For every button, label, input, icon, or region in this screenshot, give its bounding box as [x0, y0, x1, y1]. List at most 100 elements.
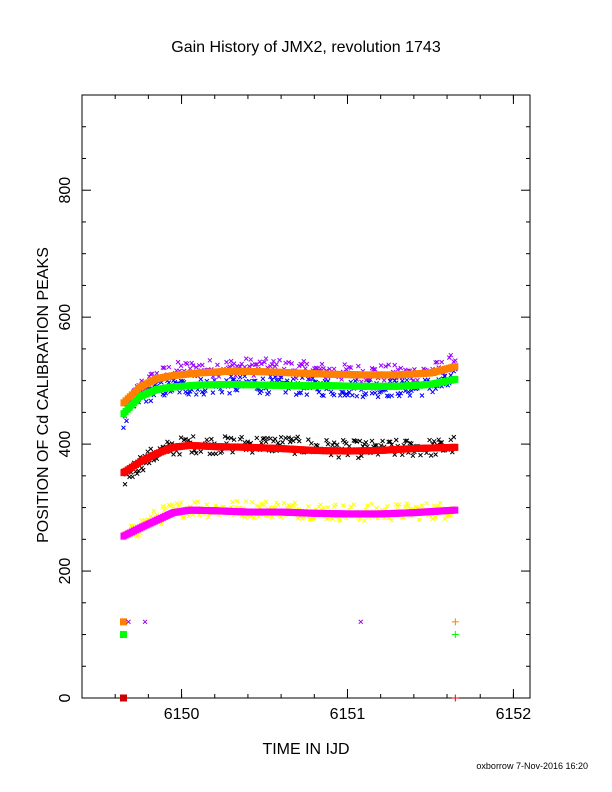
scatter-point-0 [289, 361, 295, 366]
scatter-point-0 [259, 361, 264, 367]
scatter-point-1 [177, 389, 182, 395]
scatter-point-0 [286, 359, 292, 365]
scatter-point-1 [121, 425, 126, 431]
scatter-point-2 [439, 440, 445, 445]
scatter-point-3 [263, 499, 269, 505]
scatter-point-3 [205, 514, 211, 520]
scatter-point-2 [177, 452, 182, 457]
scatter-point-3 [406, 503, 411, 508]
scatter-point-3 [243, 499, 249, 504]
scatter-point-2 [165, 439, 170, 445]
scatter-point-1 [352, 378, 358, 384]
scatter-point-0 [252, 362, 258, 367]
y-axis-label: POSITION OF Cd CALIBRATION PEAKS [35, 247, 52, 543]
scatter-point-2 [296, 438, 302, 444]
scatter-point-3 [234, 498, 240, 504]
scatter-point-0 [246, 364, 252, 369]
scatter-point-0 [386, 362, 392, 368]
scatter-point-2 [374, 442, 379, 448]
chart-title: Gain History of JMX2, revolution 1743 [171, 39, 441, 56]
scatter-point-0 [269, 362, 275, 367]
scatter-point-0 [372, 367, 378, 372]
scatter-point-3 [181, 515, 187, 520]
scatter-point-1 [202, 388, 208, 393]
scatter-point-1 [305, 376, 311, 382]
scatter-point-3 [292, 500, 298, 506]
scatter-point-0 [149, 371, 155, 377]
marker-x-9 [142, 619, 148, 625]
scatter-point-3 [230, 499, 235, 505]
scatter-point-2 [399, 452, 405, 458]
y-tick-label-600: 600 [57, 304, 74, 331]
plot-frame [81, 94, 531, 699]
scatter-point-1 [304, 392, 310, 397]
scatter-point-0 [215, 362, 220, 368]
scatter-point-2 [263, 439, 269, 445]
marker-x-9 [126, 619, 131, 625]
scatter-point-3 [433, 514, 438, 520]
scatter-point-3 [419, 503, 425, 509]
scatter-point-1 [124, 418, 129, 424]
scatter-point-2 [186, 437, 191, 443]
scatter-point-2 [351, 438, 357, 443]
scatter-point-3 [351, 502, 357, 507]
scatter-point-0 [160, 365, 166, 370]
marker-x-9 [358, 619, 364, 625]
scatter-point-0 [327, 366, 332, 372]
scatter-point-0 [433, 360, 438, 365]
scatter-point-2 [418, 452, 423, 458]
scatter-point-3 [287, 503, 293, 509]
y-tick-label-200: 200 [57, 558, 74, 585]
scatter-point-2 [249, 450, 255, 455]
scatter-point-0 [262, 359, 267, 365]
scatter-point-2 [380, 438, 385, 444]
scatter-point-2 [134, 471, 140, 477]
scatter-point-0 [184, 361, 190, 367]
scatter-point-1 [392, 378, 398, 383]
scatter-point-0 [371, 366, 376, 372]
scatter-point-0 [304, 361, 310, 367]
scatter-point-1 [237, 374, 243, 380]
scatter-point-3 [333, 502, 338, 507]
scatter-point-0 [448, 352, 454, 358]
scatter-point-3 [321, 505, 326, 511]
x-axis-label: TIME IN IJD [262, 741, 349, 758]
scatter-point-1 [283, 390, 288, 395]
scatter-point-3 [362, 518, 367, 524]
scatter-point-1 [260, 376, 266, 382]
scatter-point-3 [269, 514, 275, 520]
scatter-point-0 [189, 360, 195, 366]
scatter-point-3 [348, 504, 354, 509]
scatter-point-2 [404, 438, 410, 444]
scatter-point-0 [439, 359, 445, 365]
scatter-point-1 [345, 392, 351, 398]
scatter-point-2 [140, 467, 146, 473]
scatter-point-2 [387, 439, 393, 445]
scatter-point-1 [404, 377, 410, 383]
scatter-point-3 [213, 503, 219, 508]
scatter-point-3 [160, 504, 166, 509]
scatter-point-3 [305, 503, 311, 509]
scatter-point-3 [340, 503, 346, 508]
scatter-point-2 [437, 440, 443, 446]
scatter-point-3 [324, 516, 329, 522]
scatter-point-3 [424, 500, 429, 506]
scatter-point-2 [356, 455, 361, 461]
scatter-point-2 [230, 449, 235, 455]
marker-square-8 [119, 618, 127, 626]
scatter-point-0 [207, 357, 213, 363]
scatter-point-0 [398, 365, 404, 371]
scatter-point-2 [204, 437, 210, 443]
scatter-point-1 [210, 390, 216, 395]
scatter-point-1 [363, 391, 369, 396]
x-tick-label-6151: 6151 [330, 706, 366, 723]
scatter-point-3 [290, 502, 296, 508]
scatter-point-3 [396, 502, 402, 507]
scatter-point-1 [442, 373, 448, 379]
scatter-point-0 [342, 362, 348, 367]
scatter-point-3 [307, 517, 313, 522]
scatter-point-3 [389, 518, 395, 523]
scatter-point-3 [281, 500, 287, 506]
scatter-point-2 [402, 438, 408, 444]
scatter-point-2 [239, 434, 245, 440]
